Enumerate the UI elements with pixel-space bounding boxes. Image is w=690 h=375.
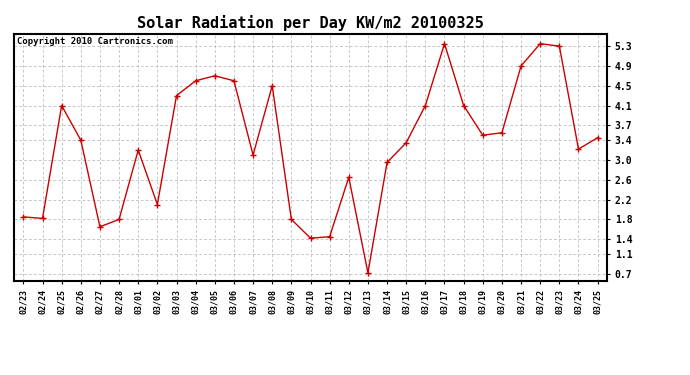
Text: Copyright 2010 Cartronics.com: Copyright 2010 Cartronics.com [17, 38, 172, 46]
Title: Solar Radiation per Day KW/m2 20100325: Solar Radiation per Day KW/m2 20100325 [137, 15, 484, 31]
